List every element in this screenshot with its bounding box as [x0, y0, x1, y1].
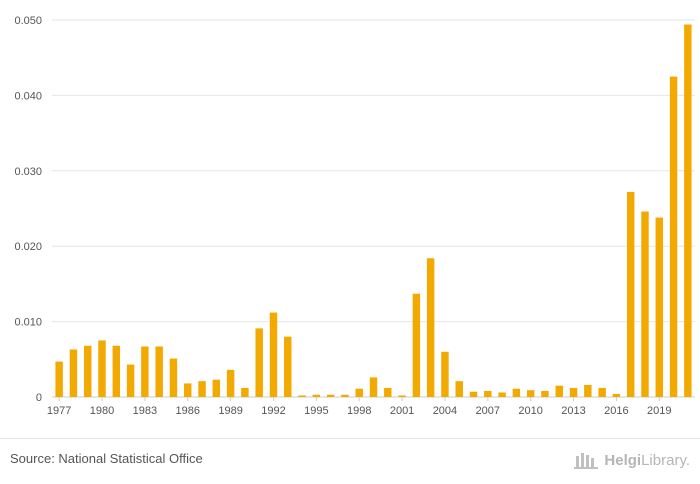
bar-2013[interactable] — [569, 387, 578, 397]
bar-2018[interactable] — [641, 211, 649, 397]
bar-1997[interactable] — [341, 394, 349, 397]
bar-1982[interactable] — [126, 364, 135, 397]
bar-1977[interactable] — [55, 361, 63, 397]
footer: Source: National Statistical Office Helg… — [0, 438, 700, 484]
bar-1999[interactable] — [369, 377, 378, 397]
x-tick-label: 1992 — [261, 405, 285, 417]
x-tick-label: 2001 — [390, 405, 414, 417]
x-tick-label: 1989 — [218, 405, 242, 417]
bar-2002[interactable] — [412, 293, 421, 397]
bar-2010[interactable] — [526, 390, 535, 397]
y-tick-label: 0.020 — [14, 241, 42, 253]
bar-1981[interactable] — [112, 345, 121, 397]
bar-1990[interactable] — [241, 387, 249, 397]
bar-2001[interactable] — [398, 395, 406, 397]
x-tick-label: 1980 — [90, 405, 114, 417]
x-tick-label: 1986 — [176, 405, 200, 417]
bar-2009[interactable] — [512, 388, 521, 397]
bar-2007[interactable] — [484, 390, 492, 397]
bar-1987[interactable] — [198, 381, 206, 397]
x-tick-label: 1995 — [304, 405, 328, 417]
y-tick-label: 0 — [36, 392, 42, 404]
bar-2011[interactable] — [541, 390, 549, 397]
bar-1992[interactable] — [269, 312, 278, 397]
source-note: Source: National Statistical Office — [10, 451, 203, 466]
bar-2003[interactable] — [426, 258, 435, 397]
bar-2020[interactable] — [669, 76, 678, 398]
bar-1978[interactable] — [69, 349, 78, 397]
logo-text-bold: Helgi — [604, 451, 642, 469]
y-tick-label: 0.030 — [14, 166, 42, 178]
bar-1996[interactable] — [326, 394, 335, 397]
bar-2004[interactable] — [441, 351, 449, 397]
bar-2021[interactable] — [684, 24, 692, 398]
bar-2006[interactable] — [469, 391, 478, 397]
bar-1984[interactable] — [155, 346, 163, 397]
bar-1979[interactable] — [84, 345, 92, 397]
bar-1991[interactable] — [255, 328, 263, 397]
bar-1986[interactable] — [184, 383, 192, 397]
y-tick-label: 0.040 — [14, 90, 42, 102]
bar-1993[interactable] — [284, 336, 292, 397]
helgi-library-logo[interactable]: Helgi Library. — [574, 448, 690, 472]
bar-2008[interactable] — [498, 392, 506, 397]
library-logo-icon — [574, 453, 599, 469]
bar-1988[interactable] — [212, 379, 221, 397]
bar-2014[interactable] — [584, 384, 592, 397]
x-tick-label: 2007 — [476, 405, 500, 417]
bar-1989[interactable] — [226, 369, 235, 397]
x-tick-label: 2010 — [518, 405, 542, 417]
bar-1983[interactable] — [141, 346, 149, 397]
x-tick-label: 2004 — [433, 405, 457, 417]
x-tick-label: 2019 — [647, 405, 671, 417]
bar-2016[interactable] — [612, 393, 621, 397]
x-tick-label: 1977 — [47, 405, 71, 417]
bar-2005[interactable] — [455, 381, 463, 397]
x-tick-label: 2013 — [561, 405, 585, 417]
bar-2012[interactable] — [555, 385, 563, 397]
bar-2000[interactable] — [384, 387, 392, 397]
bar-1980[interactable] — [98, 340, 106, 397]
bar-1998[interactable] — [355, 388, 363, 397]
x-tick-label: 1983 — [133, 405, 157, 417]
y-tick-label: 0.050 — [14, 15, 42, 27]
bar-2019[interactable] — [655, 217, 663, 397]
bar-1985[interactable] — [169, 358, 178, 397]
logo-text-rest: Library. — [641, 451, 690, 469]
x-tick-label: 1998 — [347, 405, 371, 417]
y-tick-label: 0.010 — [14, 317, 42, 329]
bar-2017[interactable] — [626, 191, 635, 397]
bar-1995[interactable] — [312, 394, 321, 397]
x-tick-label: 2016 — [604, 405, 628, 417]
bar-chart: 0 0.010 0.020 0.030 0.040 0.050 1977 1980 1983 19… — [14, 15, 695, 417]
bar-2015[interactable] — [598, 387, 606, 397]
bar-1994[interactable] — [298, 395, 306, 397]
